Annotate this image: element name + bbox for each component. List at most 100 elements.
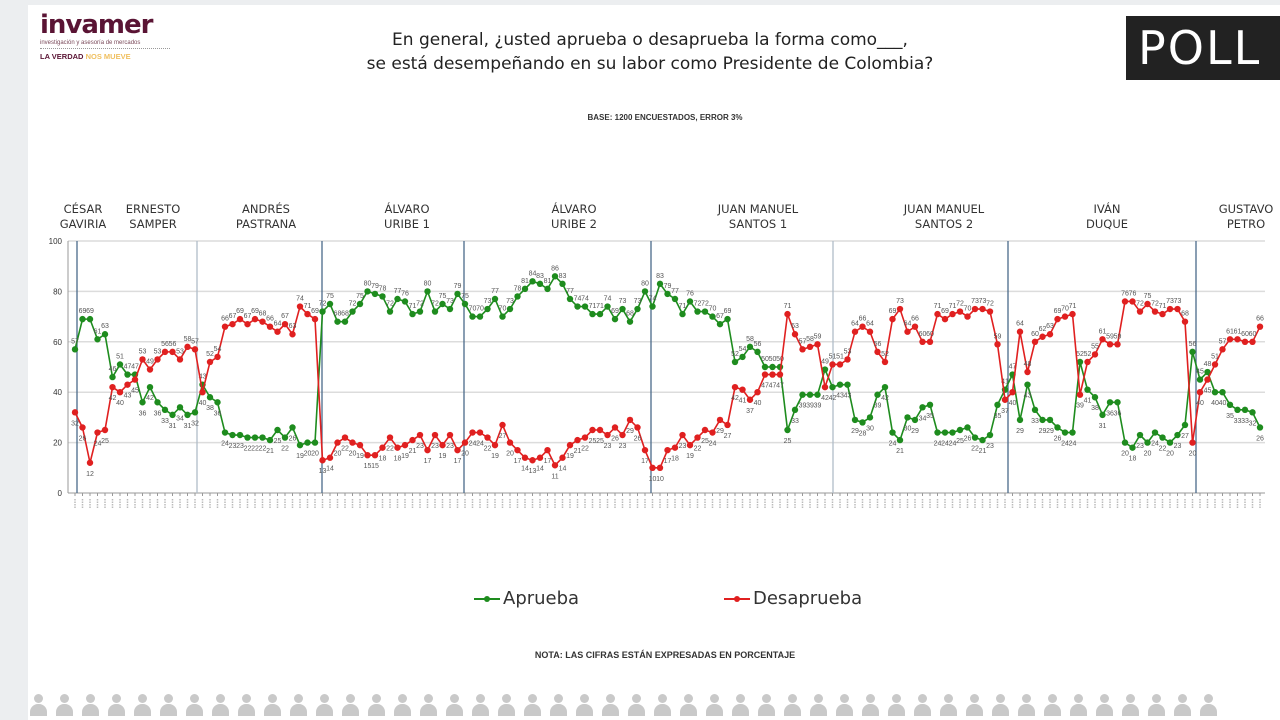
data-label: 58 — [746, 336, 754, 343]
data-label: 30 — [904, 425, 912, 432]
data-point-aprueba — [431, 308, 439, 315]
president-label-line: SANTOS 2 — [914, 217, 974, 231]
data-label: 33 — [1031, 418, 1039, 425]
data-point-desaprueba — [694, 434, 701, 441]
data-point-aprueba — [229, 431, 236, 439]
data-point-desaprueba — [596, 426, 604, 434]
data-label: 50 — [776, 356, 784, 363]
person-icon — [1174, 694, 1191, 716]
data-label: 71 — [679, 303, 687, 310]
person-icon — [732, 694, 749, 716]
legend-marker-red — [724, 595, 750, 602]
data-point-aprueba — [1159, 434, 1166, 441]
data-point-aprueba — [1069, 429, 1076, 436]
data-label: 70 — [964, 306, 972, 313]
data-label: 72 — [701, 301, 709, 308]
data-label: 69 — [941, 308, 949, 315]
data-label: 64 — [274, 321, 282, 328]
data-label: 25 — [596, 438, 604, 445]
data-label: 73 — [446, 298, 454, 305]
data-label: 49 — [146, 359, 154, 366]
data-point-desaprueba — [536, 454, 544, 461]
data-point-desaprueba — [851, 328, 859, 335]
people-decoration — [30, 694, 1217, 716]
data-point-desaprueba — [859, 323, 866, 330]
data-label: 31 — [184, 423, 192, 430]
data-label: 75 — [326, 293, 334, 300]
data-point-desaprueba — [154, 356, 161, 363]
data-label: 31 — [169, 423, 177, 430]
data-label: 36 — [139, 410, 147, 417]
data-label: 79 — [454, 283, 462, 290]
data-label: 61 — [1099, 328, 1107, 335]
data-point-aprueba — [79, 315, 86, 323]
data-point-desaprueba — [581, 434, 589, 441]
data-point-desaprueba — [1114, 341, 1121, 348]
data-label: 75 — [461, 293, 469, 300]
data-label: 72 — [1136, 301, 1144, 308]
data-label: 23 — [986, 443, 994, 450]
data-point-desaprueba — [611, 424, 619, 431]
logo-word: invamer — [40, 10, 153, 40]
data-point-desaprueba — [1144, 300, 1151, 308]
data-point-aprueba — [911, 416, 919, 424]
data-point-aprueba — [364, 288, 371, 295]
data-point-desaprueba — [746, 396, 754, 403]
data-point-aprueba — [634, 305, 641, 313]
data-label: 34 — [176, 415, 184, 422]
person-icon — [212, 694, 229, 716]
data-point-desaprueba — [769, 371, 776, 378]
data-label: 35 — [994, 413, 1002, 420]
data-point-desaprueba — [244, 320, 251, 328]
data-label: 42 — [829, 395, 837, 402]
data-point-desaprueba — [626, 416, 634, 424]
data-point-aprueba — [979, 436, 986, 444]
data-label: 40 — [116, 400, 124, 407]
data-label: 20 — [1166, 451, 1174, 458]
data-label: 52 — [1076, 351, 1084, 358]
data-point-desaprueba — [251, 315, 259, 323]
data-label: 73 — [896, 298, 904, 305]
data-point-aprueba — [499, 313, 506, 320]
data-label: 43 — [844, 393, 852, 400]
president-label: ÁLVARO URIBE 1 — [384, 202, 430, 232]
data-label: 48 — [1024, 361, 1032, 368]
data-point-desaprueba — [889, 315, 896, 323]
data-label: 73 — [484, 298, 492, 305]
data-point-desaprueba — [1136, 308, 1144, 315]
data-point-desaprueba — [649, 464, 656, 471]
data-point-desaprueba — [686, 441, 694, 449]
president-label-line: GUSTAVO — [1218, 202, 1274, 216]
data-label: 60 — [926, 331, 934, 338]
data-point-aprueba — [671, 295, 679, 303]
data-point-desaprueba — [206, 358, 214, 366]
data-label: 49 — [821, 359, 829, 366]
y-tick-label: 0 — [58, 489, 63, 498]
data-point-desaprueba — [1069, 310, 1076, 318]
person-icon — [940, 694, 957, 716]
data-point-aprueba — [394, 295, 401, 303]
data-point-desaprueba — [1241, 338, 1249, 345]
data-label: 61 — [1226, 328, 1234, 335]
data-label: 68 — [626, 311, 634, 318]
data-label: 72 — [349, 301, 357, 308]
data-label: 38 — [1091, 405, 1099, 412]
data-point-aprueba — [221, 429, 229, 436]
president-label-line: CÉSAR — [63, 202, 103, 216]
person-icon — [342, 694, 359, 716]
president-label-line: SANTOS 1 — [728, 217, 788, 231]
data-label: 20 — [1144, 451, 1152, 458]
data-label: 58 — [806, 336, 814, 343]
data-point-desaprueba — [199, 389, 206, 396]
data-point-aprueba — [806, 391, 814, 398]
data-point-desaprueba — [109, 383, 116, 391]
y-tick-label: 40 — [53, 388, 62, 397]
person-icon — [1200, 694, 1217, 716]
data-point-desaprueba — [446, 431, 454, 439]
data-label: 47 — [131, 364, 139, 371]
data-point-aprueba — [349, 308, 356, 315]
data-point-desaprueba — [1076, 391, 1084, 398]
data-point-aprueba — [836, 381, 844, 388]
legend-aprueba: Aprueba — [474, 588, 579, 609]
data-label: 59 — [994, 333, 1002, 340]
